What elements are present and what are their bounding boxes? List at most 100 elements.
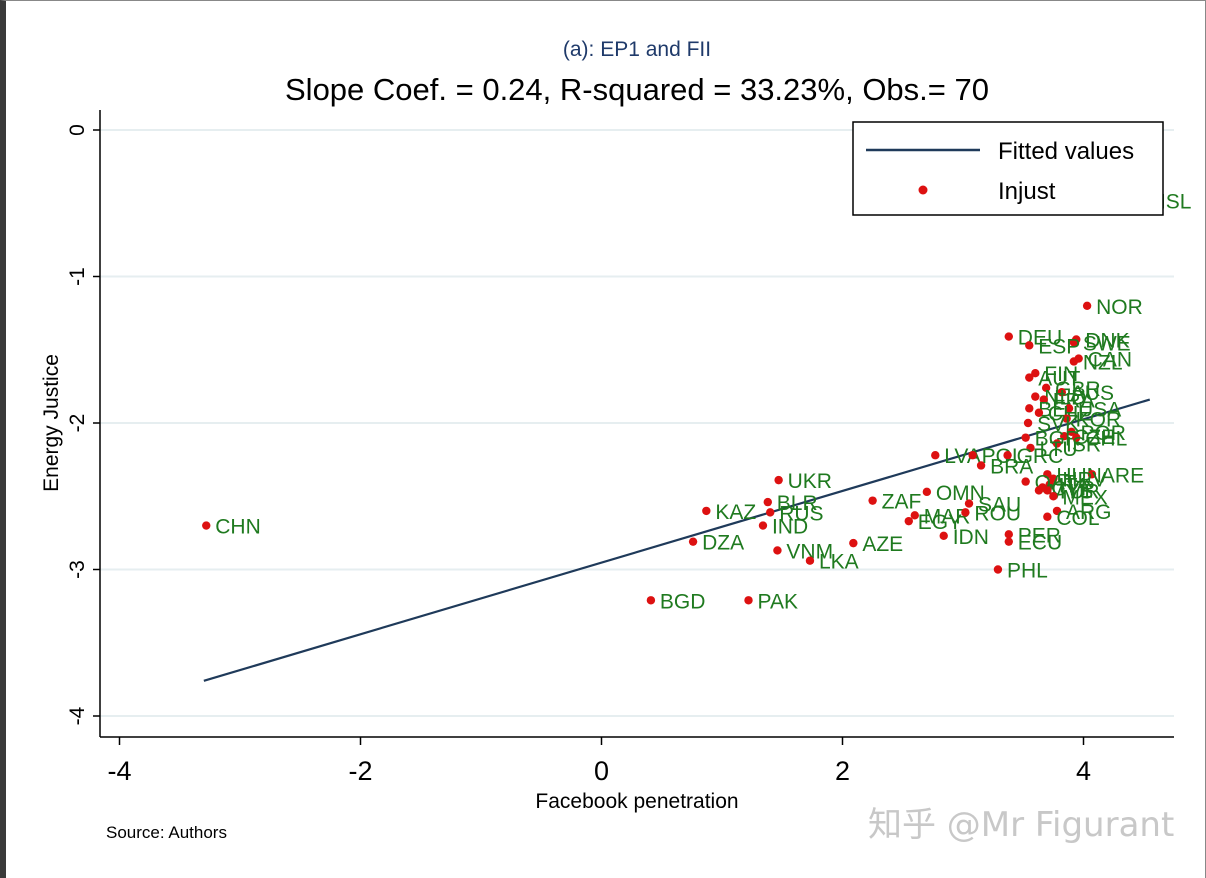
point-label: ESP (1038, 335, 1080, 358)
data-point (1074, 354, 1083, 363)
point-label: ARG (1066, 501, 1112, 524)
x-tick-label: -2 (348, 756, 372, 786)
y-axis-title: Energy Justice (40, 354, 63, 492)
point-label: KOR (1076, 409, 1122, 432)
data-point (1026, 443, 1035, 453)
point-label: NLD (1044, 387, 1086, 410)
data-point (1039, 395, 1048, 404)
legend-marker-swatch (918, 185, 928, 195)
y-tick-label: -1 (66, 267, 89, 286)
y-axis-ticks: 0 -1 -2 -3 -4 (66, 124, 100, 725)
point-label: BGD (660, 590, 706, 613)
y-tick-label: -3 (66, 560, 89, 579)
point-label: TUR (1056, 480, 1099, 503)
point-label: USA (1078, 398, 1121, 421)
gridlines (100, 129, 1174, 717)
data-point (1072, 433, 1081, 442)
point-label: FIN (1044, 363, 1078, 386)
point-label: POR (1080, 422, 1126, 445)
data-point (922, 487, 932, 497)
point-label: CAN (1088, 349, 1132, 372)
data-point (1043, 512, 1052, 521)
y-tick-label: 0 (66, 124, 89, 136)
point-label: POL (982, 445, 1024, 468)
data-point (993, 565, 1003, 574)
point-label: OMN (936, 482, 985, 505)
data-point (868, 496, 877, 505)
data-point (1025, 373, 1034, 382)
point-label: PER (1018, 524, 1061, 547)
point-label: DZA (702, 532, 744, 555)
data-point (1031, 392, 1040, 401)
point-label: HRV (1062, 469, 1106, 492)
data-point (1067, 427, 1076, 436)
data-point (1003, 451, 1012, 460)
data-point (202, 521, 211, 530)
data-point (1004, 537, 1013, 546)
data-point (1038, 483, 1047, 492)
data-point (1052, 439, 1062, 448)
data-point (1025, 341, 1034, 350)
data-point (1034, 408, 1044, 417)
point-label: COL (1056, 507, 1099, 530)
point-label: ECU (1018, 532, 1062, 555)
fitted-line-layer (203, 398, 1151, 682)
point-label: UKR (788, 470, 832, 493)
watermark: 知乎 @Mr Figurant (868, 805, 1174, 845)
point-label: CHE (1048, 403, 1092, 426)
point-label: PAK (758, 590, 798, 613)
point-label: SWE (1083, 332, 1131, 355)
data-point (1021, 433, 1030, 442)
data-point (1049, 492, 1058, 501)
data-point (961, 508, 970, 517)
data-point (1021, 477, 1030, 486)
data-point (964, 499, 974, 508)
point-label: CHL (1085, 428, 1127, 451)
data-point (968, 451, 977, 460)
point-label: HUN (1056, 464, 1102, 487)
data-point (939, 531, 948, 541)
source-note: Source: Authors (106, 823, 227, 842)
data-point (904, 516, 913, 526)
data-point (1023, 418, 1033, 428)
point-label: CHN (215, 516, 261, 539)
point-label: FRA (1053, 390, 1095, 413)
point-label: DNK (1085, 329, 1129, 352)
point-label: MAR (924, 505, 971, 528)
data-point (646, 596, 656, 605)
point-label: ARE (1101, 464, 1144, 487)
legend-label-injust: Injust (998, 178, 1056, 205)
legend: Fitted values Injust (852, 121, 1164, 216)
data-point (773, 546, 782, 555)
point-label: MYS (1048, 480, 1094, 503)
data-point (1069, 338, 1079, 347)
point-label: VNM (786, 540, 833, 563)
data-point (1043, 470, 1052, 479)
point-label: ISL (1160, 190, 1192, 213)
point-label: LTU (1039, 438, 1077, 461)
point-label: GRC (1017, 445, 1064, 468)
fitted-line (203, 398, 1151, 682)
data-point (976, 461, 986, 470)
data-point (1004, 332, 1013, 341)
point-label: MEX (1062, 486, 1108, 509)
point-label: IDN (953, 526, 989, 549)
x-axis-title: Facebook penetration (535, 790, 738, 813)
legend-box (852, 121, 1164, 216)
data-point (758, 521, 768, 530)
point-label: LVA (944, 445, 981, 468)
chart-subtitle: (a): EP1 and FII (563, 38, 711, 61)
point-label: BRA (990, 455, 1033, 478)
data-point (849, 538, 858, 548)
x-tick-label: 2 (835, 756, 850, 786)
point-label: IND (772, 516, 808, 539)
data-point (744, 596, 753, 605)
point-label: CZE (1073, 426, 1115, 449)
data-point (910, 511, 919, 520)
data-point (1057, 388, 1067, 397)
point-label: EGY (918, 511, 962, 534)
point-label: BLR (777, 492, 818, 515)
data-point (1064, 404, 1074, 413)
data-point (1052, 506, 1062, 516)
